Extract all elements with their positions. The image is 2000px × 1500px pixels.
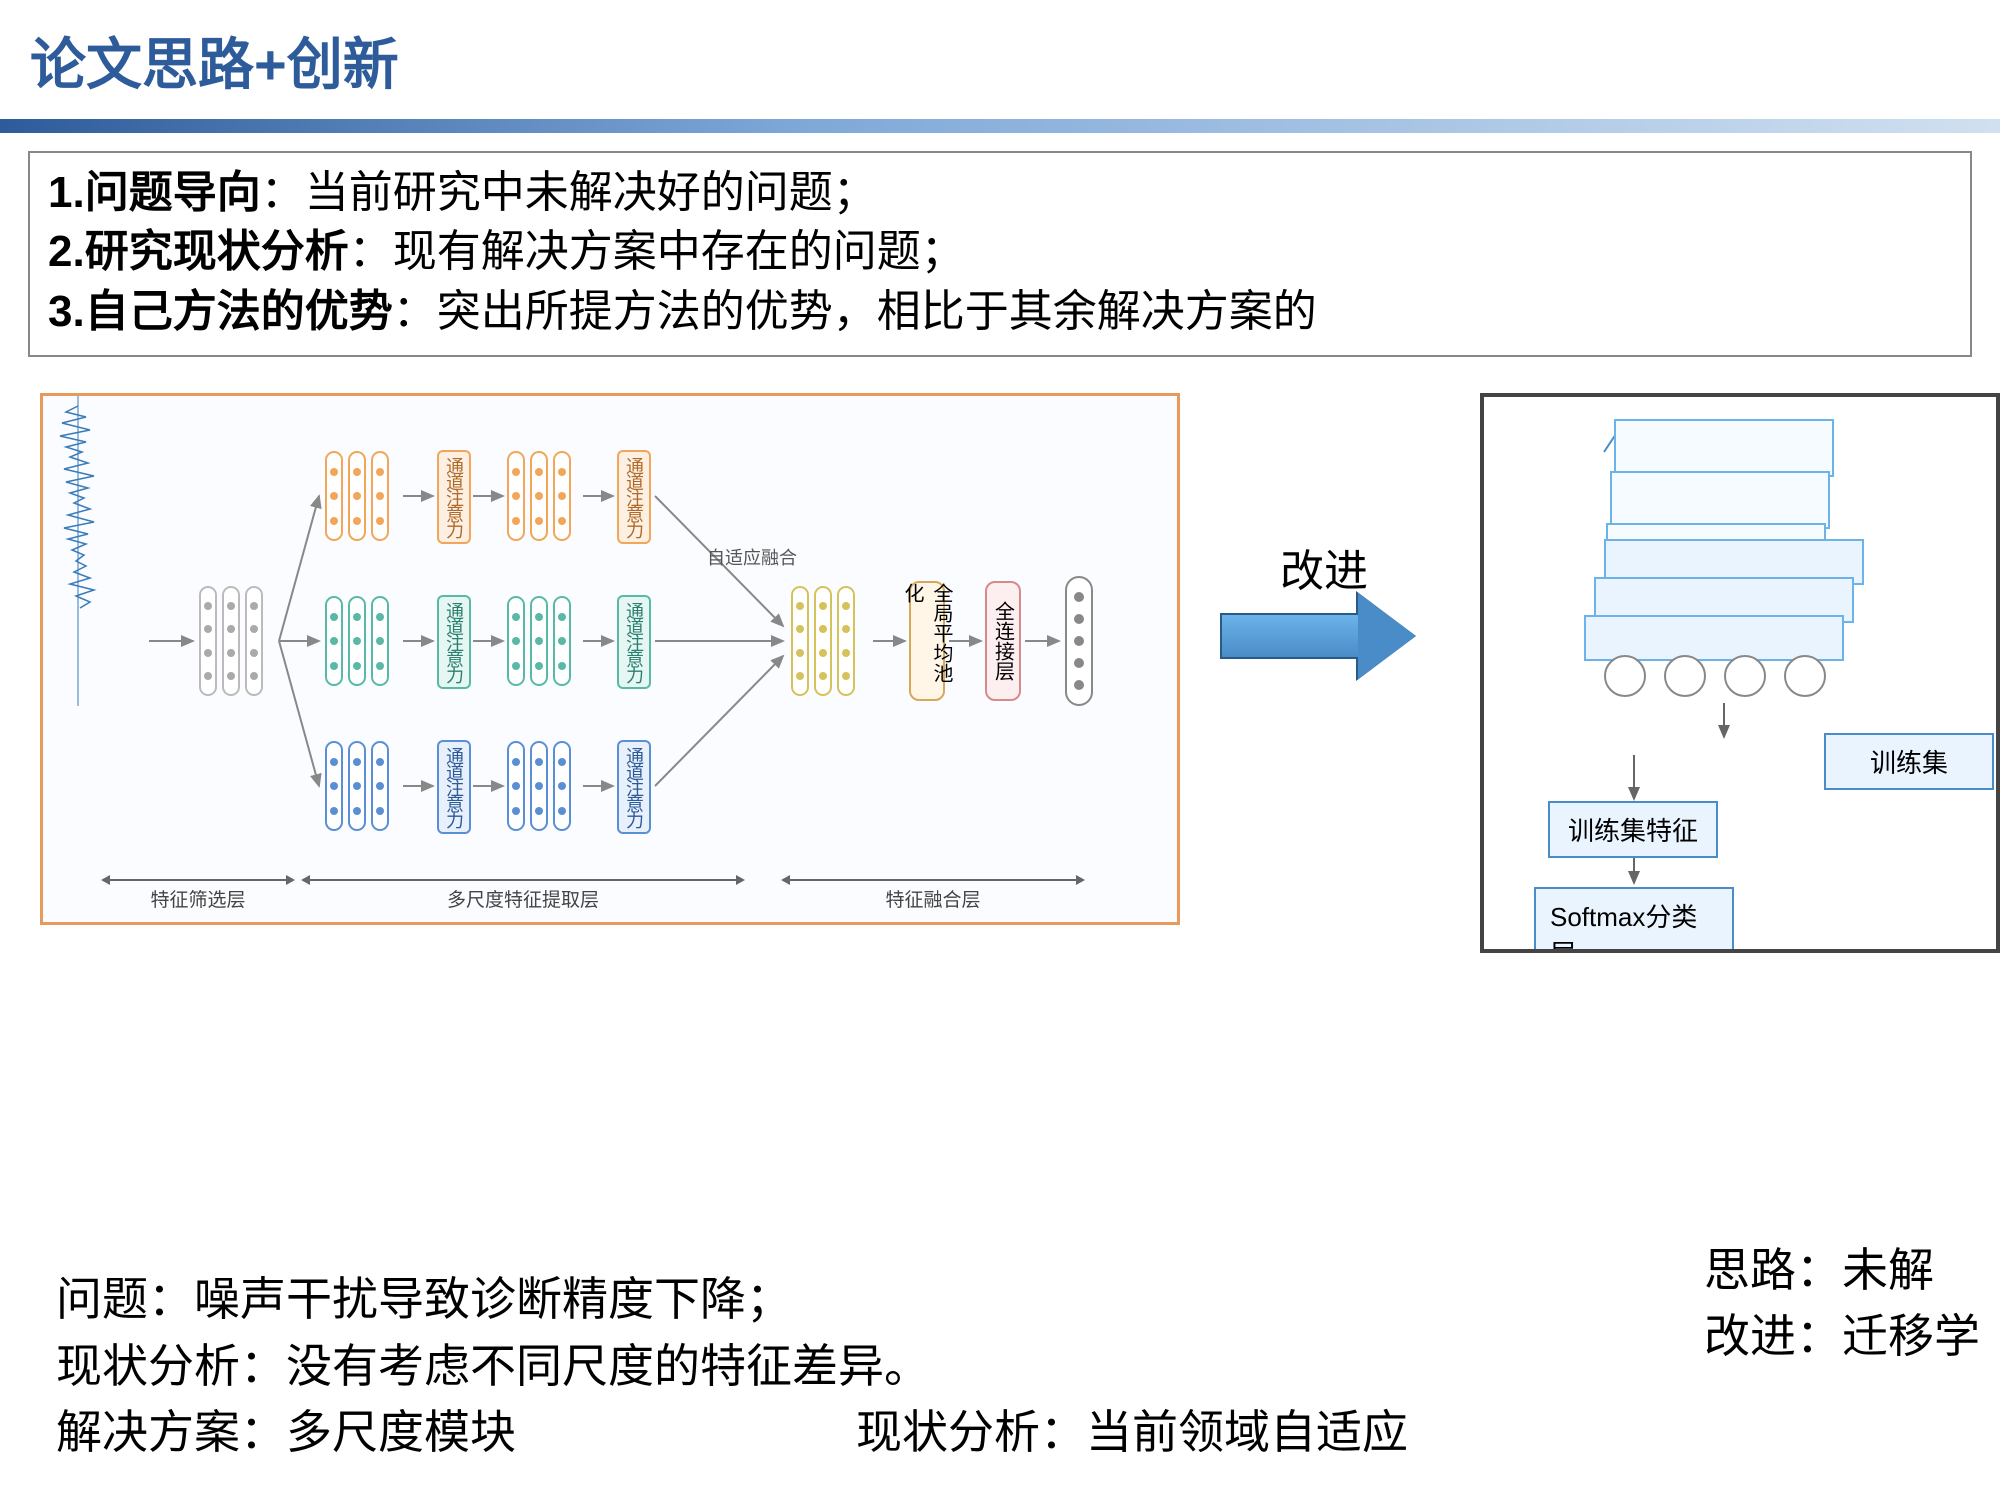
bottom-l3: 解决方案：多尺度模块 bbox=[56, 1399, 516, 1466]
slide-title: 论文思路+创新 bbox=[30, 20, 1970, 101]
branch-mid-cols-2 bbox=[507, 596, 571, 686]
improve-arrow-wrap: 改进 bbox=[1220, 593, 1440, 679]
point-3: 3.自己方法的优势：突出所提方法的优势，相比于其余解决方案的 bbox=[48, 282, 1952, 341]
bottom-r2: 改进：迁移学 bbox=[1704, 1303, 1980, 1370]
fusion-cols bbox=[791, 586, 855, 696]
gap-block: 全局平均池化 bbox=[909, 581, 945, 701]
right-diagram: 训练集 训练集特征 Softmax分类层 bbox=[1480, 393, 2000, 953]
attn-mid-2: 通道注意力 bbox=[617, 595, 651, 689]
diagrams-row: 通道注意力 通道注意力 通道注意力 通道注意力 通道注意力 bbox=[0, 393, 2000, 953]
softmax-box: Softmax分类层 bbox=[1534, 887, 1734, 953]
feature-circles bbox=[1604, 655, 1826, 697]
attn-top-2: 通道注意力 bbox=[617, 450, 651, 544]
train-vector-box: 训练集 bbox=[1824, 733, 1994, 790]
section-1: 特征筛选层 bbox=[103, 879, 293, 912]
branch-top-cols-2 bbox=[507, 451, 571, 541]
bottom-right-text: 思路：未解 改进：迁移学 bbox=[1704, 1237, 1980, 1370]
branch-bot-cols-2 bbox=[507, 741, 571, 831]
left-diagram: 通道注意力 通道注意力 通道注意力 通道注意力 通道注意力 bbox=[40, 393, 1180, 925]
title-underline bbox=[0, 119, 2000, 133]
attn-mid-1: 通道注意力 bbox=[437, 595, 471, 689]
attn-bot-2: 通道注意力 bbox=[617, 740, 651, 834]
point-1: 1.问题导向：当前研究中未解决好的问题； bbox=[48, 163, 1952, 222]
section-3: 特征融合层 bbox=[783, 879, 1083, 912]
point-2: 2.研究现状分析：现有解决方案中存在的问题； bbox=[48, 222, 1952, 281]
branch-mid-cols-1 bbox=[325, 596, 389, 686]
section-2: 多尺度特征提取层 bbox=[303, 879, 743, 912]
initial-feature-cols bbox=[199, 586, 263, 696]
conv-stack bbox=[1584, 539, 1864, 653]
output-vector bbox=[1065, 576, 1093, 706]
improve-label: 改进 bbox=[1280, 535, 1368, 599]
attn-bot-1: 通道注意力 bbox=[437, 740, 471, 834]
attn-top-1: 通道注意力 bbox=[437, 450, 471, 544]
improve-arrow-icon bbox=[1220, 593, 1420, 679]
slide-title-area: 论文思路+创新 bbox=[0, 0, 2000, 111]
branch-bot-cols-1 bbox=[325, 741, 389, 831]
bottom-r3: 现状分析：当前领域自适应 bbox=[856, 1399, 1408, 1466]
bottom-r1: 思路：未解 bbox=[1704, 1237, 1980, 1304]
fusion-label: 自适应融合 bbox=[707, 544, 797, 570]
branch-top-cols-1 bbox=[325, 451, 389, 541]
train-feature-box: 训练集特征 bbox=[1548, 801, 1718, 858]
fc-block: 全连接层 bbox=[985, 581, 1021, 701]
points-box: 1.问题导向：当前研究中未解决好的问题； 2.研究现状分析：现有解决方案中存在的… bbox=[28, 151, 1972, 357]
